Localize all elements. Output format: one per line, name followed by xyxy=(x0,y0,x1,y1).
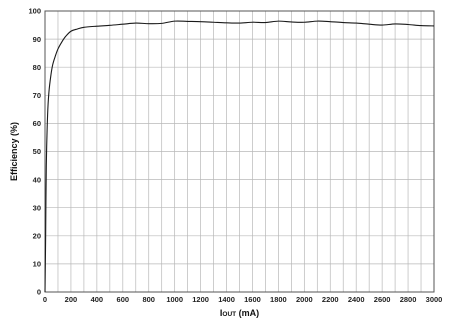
y-tick-label-0: 0 xyxy=(37,288,41,297)
grid-lines xyxy=(44,10,435,293)
x-tick-label-6: 1200 xyxy=(192,295,209,304)
x-tick-label-13: 2600 xyxy=(374,295,391,304)
x-tick-label-12: 2400 xyxy=(348,295,365,304)
y-tick-label-6: 60 xyxy=(33,119,41,128)
x-tick-label-7: 1400 xyxy=(218,295,235,304)
x-tick-labels: 0 200 400 600 800 1000 1200 1400 1600 1800 2000 220… xyxy=(43,295,442,304)
x-tick-label-1: 200 xyxy=(65,295,78,304)
series-curves xyxy=(44,20,435,293)
x-axis-title-subscript: OUT xyxy=(222,311,236,318)
y-tick-label-9: 90 xyxy=(33,35,41,44)
y-tick-labels: 0 10 20 30 40 50 60 70 80 90 100 xyxy=(28,7,41,297)
x-tick-label-5: 1000 xyxy=(166,295,183,304)
plot-frame xyxy=(44,10,435,293)
y-tick-label-7: 70 xyxy=(33,91,41,100)
y-tick-label-10: 100 xyxy=(28,7,41,16)
x-tick-label-10: 2000 xyxy=(296,295,313,304)
x-tick-label-9: 1800 xyxy=(270,295,287,304)
x-axis-title-unit: (mA) xyxy=(236,308,259,318)
y-tick-label-4: 40 xyxy=(33,175,41,184)
x-tick-label-0: 0 xyxy=(43,295,47,304)
x-tick-label-14: 2800 xyxy=(400,295,417,304)
x-tick-label-15: 3000 xyxy=(426,295,443,304)
y-tick-label-1: 10 xyxy=(33,260,41,269)
x-tick-label-2: 400 xyxy=(91,295,104,304)
x-axis-title-main: I xyxy=(220,308,223,318)
x-tick-label-8: 1600 xyxy=(244,295,261,304)
x-tick-label-4: 800 xyxy=(142,295,155,304)
x-tick-label-3: 600 xyxy=(117,295,130,304)
y-tick-label-3: 30 xyxy=(33,203,41,212)
y-tick-label-8: 80 xyxy=(33,63,41,72)
x-axis-title: IOUT (mA) xyxy=(220,308,259,318)
y-tick-label-2: 20 xyxy=(33,232,41,241)
efficiency-curve-0 xyxy=(44,20,435,293)
y-tick-label-5: 50 xyxy=(33,147,41,156)
y-axis-title: Efficiency (%) xyxy=(9,122,19,181)
x-tick-label-11: 2200 xyxy=(322,295,339,304)
